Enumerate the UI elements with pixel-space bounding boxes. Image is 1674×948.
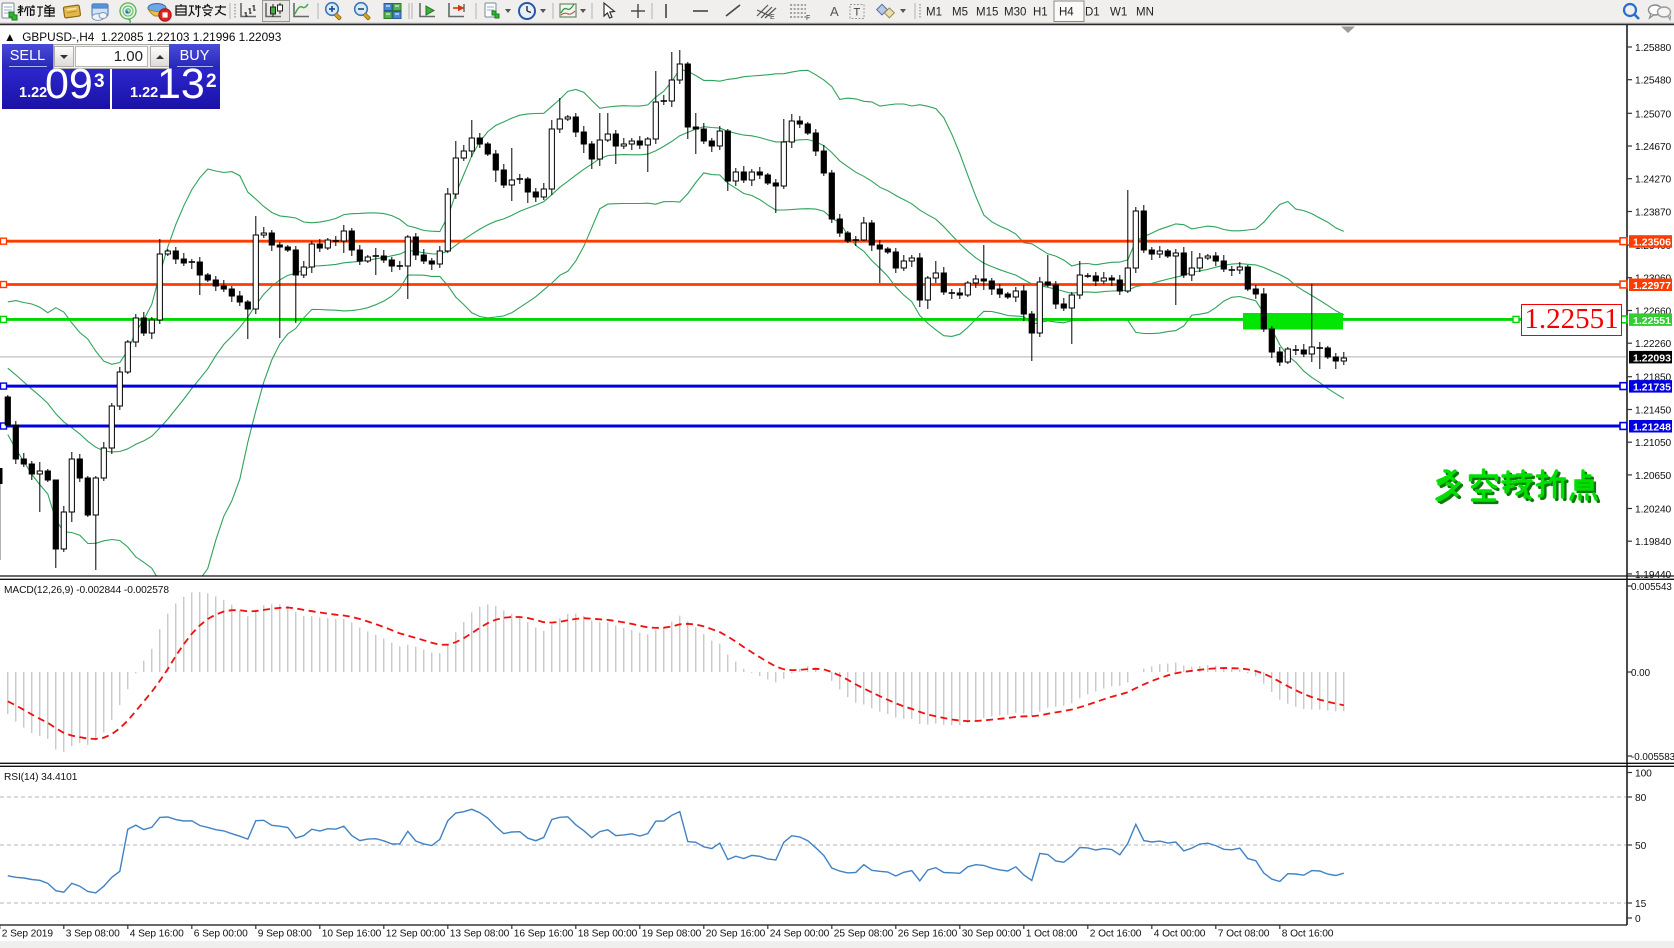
svg-text:100: 100 xyxy=(1635,769,1652,780)
svg-text:9 Sep 08:00: 9 Sep 08:00 xyxy=(258,929,312,940)
svg-text:1.25070: 1.25070 xyxy=(1635,109,1672,120)
svg-text:1.22551: 1.22551 xyxy=(1633,315,1671,327)
svg-text:F: F xyxy=(806,15,810,22)
svg-text:1.21450: 1.21450 xyxy=(1635,406,1672,417)
svg-text:1.22260: 1.22260 xyxy=(1635,339,1672,350)
svg-text:15: 15 xyxy=(1635,899,1647,910)
svg-text:M5: M5 xyxy=(952,7,968,19)
svg-text:MACD(12,26,9) -0.002844 -0.002: MACD(12,26,9) -0.002844 -0.002578 xyxy=(4,585,169,596)
svg-text:13 Sep 08:00: 13 Sep 08:00 xyxy=(450,929,510,940)
svg-text:2 Sep 2019: 2 Sep 2019 xyxy=(2,929,54,940)
svg-text:1.24270: 1.24270 xyxy=(1635,175,1672,186)
svg-text:1.24670: 1.24670 xyxy=(1635,142,1672,153)
svg-text:H4: H4 xyxy=(1059,7,1074,19)
svg-text:1.23506: 1.23506 xyxy=(1633,237,1671,249)
svg-text:1.21735: 1.21735 xyxy=(1633,382,1671,394)
svg-text:1.25480: 1.25480 xyxy=(1635,76,1672,87)
svg-text:MN: MN xyxy=(1136,7,1154,19)
svg-text:1.21248: 1.21248 xyxy=(1633,421,1671,433)
svg-text:1 Oct 08:00: 1 Oct 08:00 xyxy=(1026,929,1078,940)
svg-text:-0.005583: -0.005583 xyxy=(1631,752,1674,763)
svg-text:0.00: 0.00 xyxy=(1631,668,1651,679)
svg-text:E: E xyxy=(770,14,775,21)
svg-text:1.25880: 1.25880 xyxy=(1635,43,1672,54)
svg-text:10 Sep 16:00: 10 Sep 16:00 xyxy=(322,929,382,940)
svg-text:30 Sep 00:00: 30 Sep 00:00 xyxy=(962,929,1022,940)
svg-text:7 Oct 08:00: 7 Oct 08:00 xyxy=(1218,929,1270,940)
svg-text:0.005543: 0.005543 xyxy=(1631,582,1672,593)
svg-text:1.21050: 1.21050 xyxy=(1635,438,1672,449)
svg-text:50: 50 xyxy=(1635,841,1647,852)
svg-text:26 Sep 16:00: 26 Sep 16:00 xyxy=(898,929,958,940)
svg-text:0: 0 xyxy=(1635,914,1641,925)
svg-text:12 Sep 00:00: 12 Sep 00:00 xyxy=(386,929,446,940)
svg-text:M15: M15 xyxy=(976,7,998,19)
svg-text:2 Oct 16:00: 2 Oct 16:00 xyxy=(1090,929,1142,940)
svg-text:8 Oct 16:00: 8 Oct 16:00 xyxy=(1282,929,1334,940)
svg-text:24 Sep 00:00: 24 Sep 00:00 xyxy=(770,929,830,940)
svg-text:1.20240: 1.20240 xyxy=(1635,505,1672,516)
svg-text:16 Sep 16:00: 16 Sep 16:00 xyxy=(514,929,574,940)
svg-text:18 Sep 00:00: 18 Sep 00:00 xyxy=(578,929,638,940)
svg-text:80: 80 xyxy=(1635,793,1647,804)
svg-text:RSI(14) 34.4101: RSI(14) 34.4101 xyxy=(4,772,78,783)
svg-text:1.21850: 1.21850 xyxy=(1635,373,1672,384)
svg-text:1.19840: 1.19840 xyxy=(1635,537,1672,548)
svg-text:M30: M30 xyxy=(1004,7,1026,19)
svg-text:1.23870: 1.23870 xyxy=(1635,208,1672,219)
svg-text:3 Sep 08:00: 3 Sep 08:00 xyxy=(66,929,120,940)
svg-text:1.19440: 1.19440 xyxy=(1635,570,1672,581)
svg-text:20 Sep 16:00: 20 Sep 16:00 xyxy=(706,929,766,940)
svg-text:1.20650: 1.20650 xyxy=(1635,471,1672,482)
svg-text:1.22660: 1.22660 xyxy=(1635,307,1672,318)
svg-text:4 Sep 16:00: 4 Sep 16:00 xyxy=(130,929,184,940)
svg-text:W1: W1 xyxy=(1110,7,1127,19)
svg-text:1.22977: 1.22977 xyxy=(1633,280,1671,292)
svg-text:A: A xyxy=(830,4,839,19)
svg-text:19 Sep 08:00: 19 Sep 08:00 xyxy=(642,929,702,940)
svg-text:H1: H1 xyxy=(1033,7,1048,19)
svg-text:25 Sep 08:00: 25 Sep 08:00 xyxy=(834,929,894,940)
svg-text:D1: D1 xyxy=(1085,7,1100,19)
svg-text:M1: M1 xyxy=(926,7,942,19)
svg-text:6 Sep 00:00: 6 Sep 00:00 xyxy=(194,929,248,940)
svg-text:4 Oct 00:00: 4 Oct 00:00 xyxy=(1154,929,1206,940)
svg-text:1.22093: 1.22093 xyxy=(1633,352,1671,364)
svg-text:T: T xyxy=(854,7,861,19)
